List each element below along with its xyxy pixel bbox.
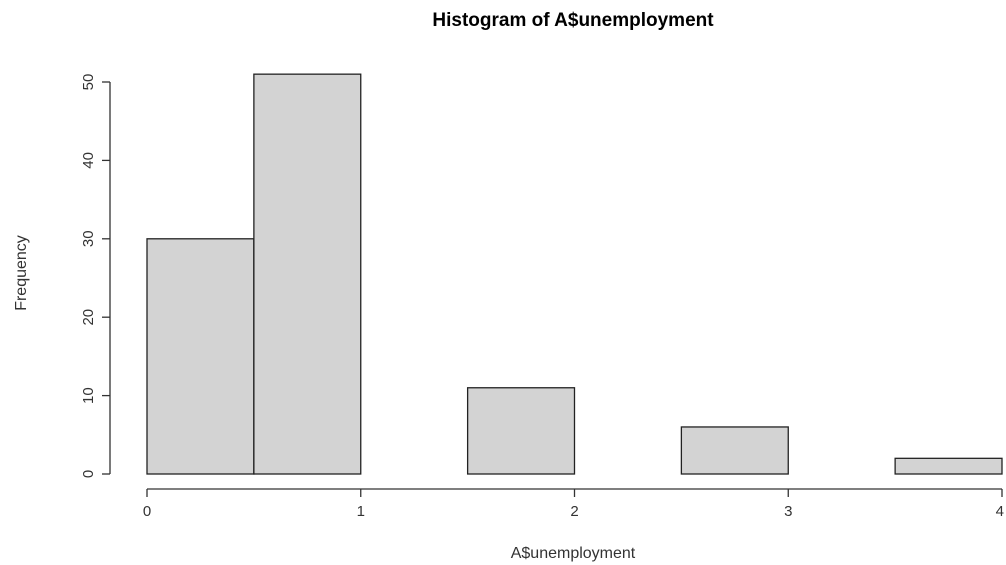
histogram-bar-1 — [253, 73, 362, 475]
y-tick-label: 50 — [80, 74, 97, 91]
y-tick-label: 0 — [80, 470, 97, 478]
x-tick-label: 0 — [143, 503, 151, 520]
chart-title: Histogram of A$unemployment — [432, 10, 714, 31]
histogram-bar-0 — [146, 238, 255, 475]
y-axis: 0 10 20 30 40 50 — [80, 74, 111, 478]
x-tick-label: 3 — [784, 503, 792, 520]
y-tick-label: 10 — [80, 387, 97, 404]
histogram-bar-7 — [894, 457, 1003, 475]
y-axis-label: Frequency — [13, 235, 30, 311]
y-tick-label: 30 — [80, 230, 97, 247]
x-tick-label: 2 — [570, 503, 578, 520]
x-tick-label: 4 — [996, 503, 1004, 520]
x-tick-label: 1 — [357, 503, 365, 520]
histogram-bar-5 — [680, 426, 789, 475]
histogram-bar-3 — [466, 387, 576, 475]
y-tick-label: 20 — [80, 309, 97, 326]
bars-group — [146, 73, 1003, 475]
x-axis-label: A$unemployment — [511, 545, 636, 562]
y-tick-label: 40 — [80, 152, 97, 169]
x-axis: 0 1 2 3 4 — [143, 488, 1004, 520]
